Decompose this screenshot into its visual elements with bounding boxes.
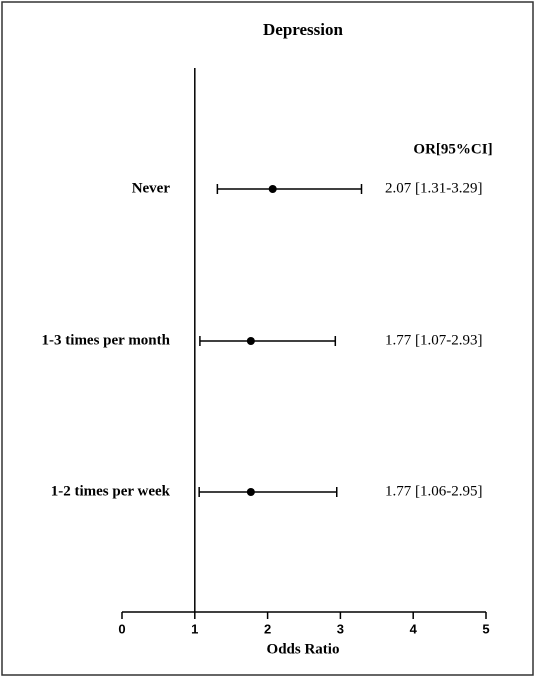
value-label: 1.77 [1.07-2.93] <box>385 332 483 348</box>
x-axis-label: Odds Ratio <box>267 641 340 657</box>
column-header: OR[95%CI] <box>413 141 492 157</box>
value-label: 1.77 [1.06-2.95] <box>385 483 483 499</box>
category-label: 1-2 times per week <box>51 483 171 499</box>
category-label: Never <box>132 180 171 196</box>
x-tick-label: 3 <box>337 621 344 636</box>
x-tick-label: 0 <box>118 621 125 636</box>
x-tick-label: 2 <box>264 621 271 636</box>
point <box>246 488 255 496</box>
point <box>246 337 255 345</box>
category-label: 1-3 times per month <box>42 332 171 348</box>
x-tick-label: 5 <box>482 621 489 636</box>
point <box>268 185 277 193</box>
x-tick-label: 1 <box>191 621 198 636</box>
value-label: 2.07 [1.31-3.29] <box>385 180 483 196</box>
x-tick-label: 4 <box>410 621 418 636</box>
chart-title: Depression <box>263 20 344 39</box>
